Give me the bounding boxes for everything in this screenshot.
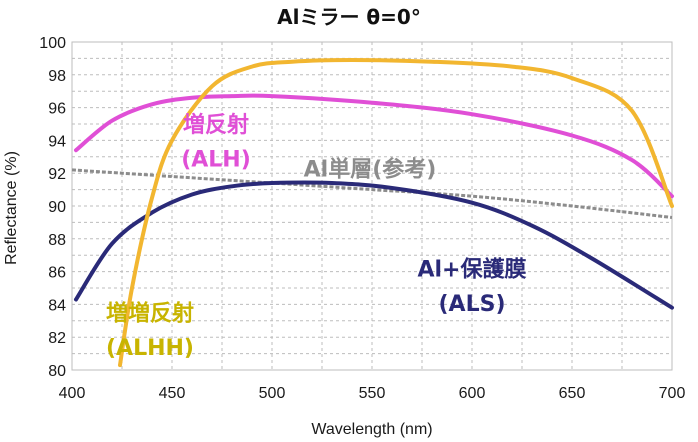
- series-annotation-label: 増反射: [183, 112, 249, 138]
- y-tick-label: 88: [48, 232, 66, 249]
- grid: [72, 42, 672, 370]
- series-layer: [71, 58, 674, 368]
- y-tick-label: 82: [48, 330, 66, 347]
- y-tick-label: 86: [48, 265, 66, 282]
- series-annotations: 増反射 (ALH) Al単層(参考) Al+保護膜 (ALS) 増増反射 (ALHH): [106, 112, 527, 361]
- y-tick-labels: 80 82 84 86 88 90 92 94 96 98 100: [39, 35, 66, 380]
- series-line-alh: [74, 93, 674, 199]
- x-tick-labels: 400 450 500 550 600 650 700: [59, 385, 686, 402]
- y-tick-label: 96: [48, 101, 66, 118]
- x-tick-label: 400: [59, 385, 86, 402]
- y-tick-label: 80: [48, 363, 66, 380]
- x-tick-label: 700: [659, 385, 686, 402]
- x-tick-label: 650: [559, 385, 586, 402]
- y-axis-title: Reflectance (%): [3, 151, 20, 265]
- x-tick-label: 550: [359, 385, 386, 402]
- x-tick-label: 600: [459, 385, 486, 402]
- chart-title: Alミラー θ=0°: [277, 5, 421, 29]
- series-line-al-single: [71, 168, 673, 219]
- series-line-alhh: [118, 58, 674, 368]
- series-annotation-label: (ALS): [439, 292, 506, 317]
- y-tick-label: 98: [48, 68, 66, 85]
- y-tick-label: 90: [48, 199, 66, 216]
- x-tick-label: 500: [259, 385, 286, 402]
- series-annotation-label: 増増反射: [106, 301, 194, 327]
- y-tick-label: 100: [39, 35, 66, 52]
- series-annotation-label: (ALH): [181, 147, 251, 172]
- y-tick-label: 84: [48, 297, 66, 314]
- y-tick-label: 94: [48, 133, 66, 150]
- x-axis-title: Wavelength (nm): [311, 421, 432, 438]
- series-annotation-label: Al単層(参考): [304, 156, 437, 182]
- y-tick-label: 92: [48, 166, 66, 183]
- series-annotation-label: (ALHH): [106, 336, 194, 361]
- series-annotation-label: Al+保護膜: [417, 256, 526, 282]
- x-tick-label: 450: [159, 385, 186, 402]
